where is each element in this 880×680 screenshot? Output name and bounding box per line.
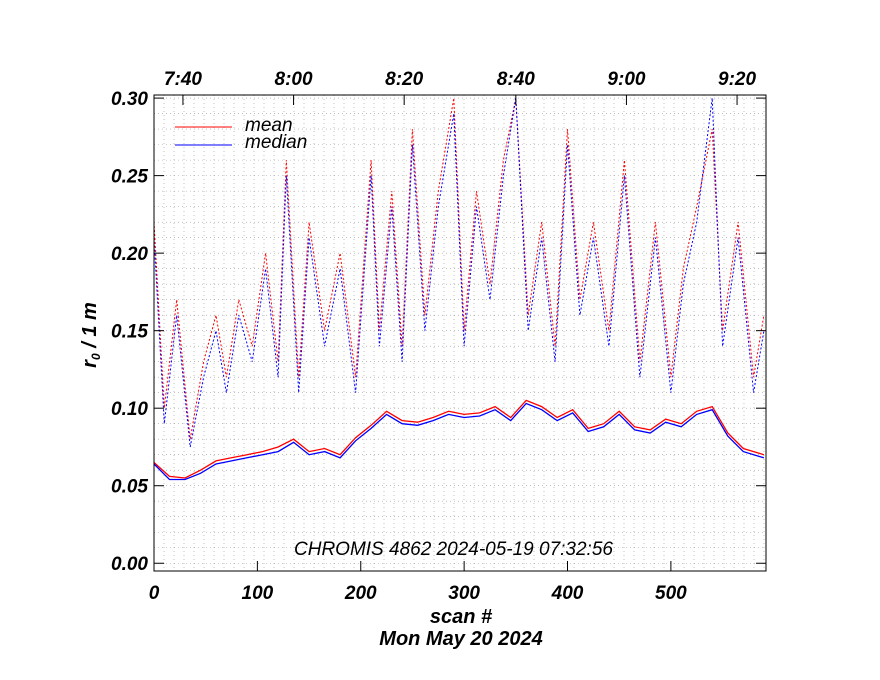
y-tick-label: 0.10 <box>111 399 148 420</box>
y-tick-label: 0.25 <box>111 167 148 188</box>
x-axis-title: scan # <box>430 606 493 628</box>
series-line-mean <box>153 399 765 479</box>
plot-frame <box>153 94 767 572</box>
y-tick-label: 0.30 <box>111 89 148 110</box>
y-tick-label: 0.05 <box>111 477 148 498</box>
x-tick-label: 300 <box>448 583 480 604</box>
y-tick-label: 0.20 <box>111 244 148 265</box>
series-line-median <box>153 402 765 481</box>
x-tick-label: 0 <box>149 583 160 604</box>
x-tick-label: 100 <box>242 583 274 604</box>
top-tick-label: 8:20 <box>385 69 423 90</box>
upper-band-layer <box>153 98 765 448</box>
series-line-upper-mean <box>153 98 765 440</box>
series-layer <box>153 399 765 481</box>
y-axis-title-rest: / 1 m <box>79 302 101 353</box>
x-tick-label: 500 <box>655 583 687 604</box>
y-tick-label: 0.15 <box>111 322 148 343</box>
chart-annotation: CHROMIS 4862 2024-05-19 07:32:56 <box>294 539 613 560</box>
grid <box>154 95 766 571</box>
series-line-upper-median <box>153 98 765 448</box>
y-tick-label: 0.00 <box>111 554 148 575</box>
svg-text:r0 / 1 m: r0 / 1 m <box>79 302 103 368</box>
x-tick-label: 200 <box>344 583 377 604</box>
top-tick-label: 8:00 <box>275 69 313 90</box>
top-tick-label: 9:00 <box>607 69 645 90</box>
y-axis-title-sub: 0 <box>89 353 103 360</box>
legend-label-mean: mean <box>245 115 293 136</box>
top-tick-label: 8:40 <box>497 69 535 90</box>
legend: mean median <box>175 115 307 153</box>
date-label: Mon May 20 2024 <box>379 628 542 650</box>
top-tick-label: 9:20 <box>718 69 756 90</box>
legend-label-median: median <box>245 132 307 153</box>
top-tick-label: 7:40 <box>164 69 202 90</box>
axis-ticks <box>153 95 766 571</box>
tick-labels: 0 100 200 300 400 500 0.00 0.05 0.10 0.15 0.20 0.25… <box>111 69 756 604</box>
y-axis-title: r0 / 1 m <box>79 302 103 368</box>
x-tick-label: 400 <box>551 583 584 604</box>
y-axis-title-r: r <box>79 359 101 368</box>
